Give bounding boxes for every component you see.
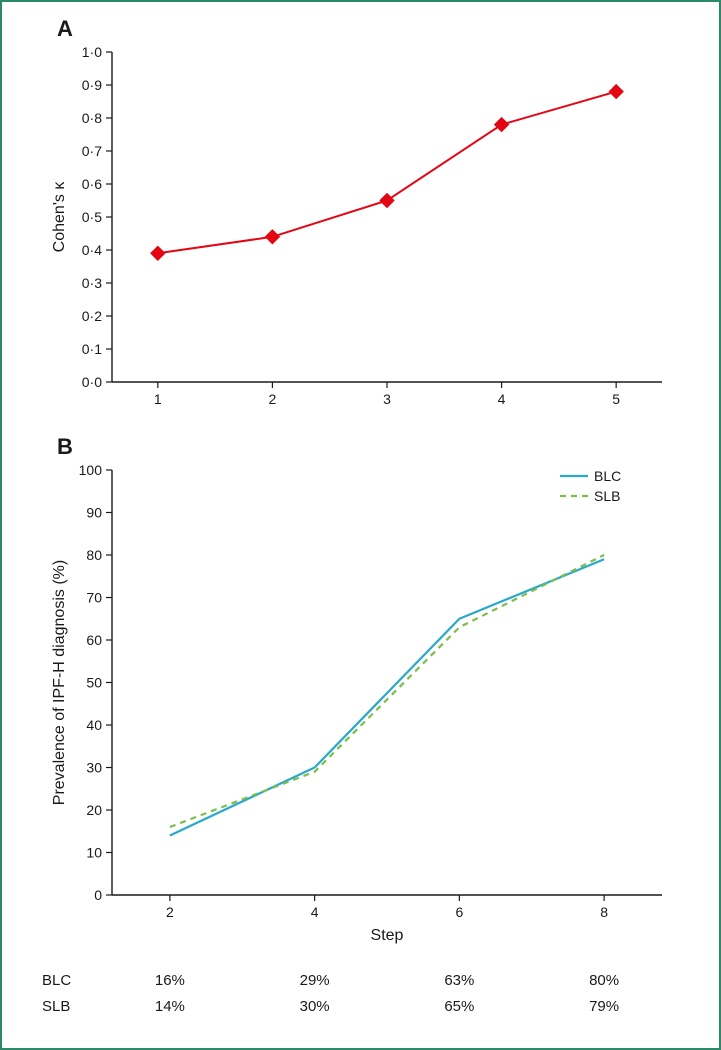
svg-text:4: 4 (498, 391, 506, 407)
svg-text:30: 30 (86, 760, 102, 776)
svg-text:0·1: 0·1 (82, 341, 102, 357)
svg-text:60: 60 (86, 632, 102, 648)
panel-b-data-table: BLC 16% 29% 63% 80% SLB 14% 30% 65% 79% (42, 972, 682, 1024)
panel-b-label: B (57, 434, 73, 460)
table-row-label: BLC (42, 972, 90, 989)
figure-container: A 0·0 0·1 0·2 0·3 0·4 0·5 0·6 0·7 0·8 0·9 1·0 1 2 3 4 5… (0, 0, 721, 1050)
svg-text:0·2: 0·2 (82, 308, 102, 324)
svg-text:0·5: 0·5 (82, 209, 102, 225)
svg-text:SLB: SLB (594, 488, 620, 504)
svg-text:50: 50 (86, 675, 102, 691)
svg-text:1: 1 (154, 391, 162, 407)
svg-text:0·3: 0·3 (82, 275, 102, 291)
svg-text:40: 40 (86, 717, 102, 733)
panel-a-chart: 0·0 0·1 0·2 0·3 0·4 0·5 0·6 0·7 0·8 0·9 1·0 1 2 3 4 5 Co… (42, 42, 682, 422)
table-cell: 65% (444, 998, 474, 1015)
svg-text:6: 6 (455, 904, 463, 920)
table-cell: 29% (300, 972, 330, 989)
table-cell: 30% (300, 998, 330, 1015)
table-cell: 80% (589, 972, 619, 989)
svg-text:0·0: 0·0 (82, 374, 102, 390)
svg-text:5: 5 (612, 391, 620, 407)
svg-text:20: 20 (86, 802, 102, 818)
svg-text:100: 100 (79, 462, 103, 478)
svg-text:2: 2 (269, 391, 277, 407)
table-cell: 79% (589, 998, 619, 1015)
table-row-label: SLB (42, 998, 90, 1015)
svg-text:0·8: 0·8 (82, 110, 102, 126)
svg-text:2: 2 (166, 904, 174, 920)
svg-text:BLC: BLC (594, 468, 621, 484)
svg-text:8: 8 (600, 904, 608, 920)
svg-text:80: 80 (86, 547, 102, 563)
table-cell: 16% (155, 972, 185, 989)
svg-text:0·7: 0·7 (82, 143, 102, 159)
svg-text:0·6: 0·6 (82, 176, 102, 192)
svg-text:0: 0 (94, 887, 102, 903)
svg-text:70: 70 (86, 590, 102, 606)
svg-text:Cohen's κ: Cohen's κ (51, 181, 68, 253)
panel-b-chart: 0 10 20 30 40 50 60 70 80 90 100 2 4 6 8 Prevalence of … (42, 460, 682, 950)
table-cell: 14% (155, 998, 185, 1015)
svg-text:Prevalence of IPF-H diagnosis: Prevalence of IPF-H diagnosis (%) (51, 560, 68, 805)
svg-text:Step: Step (371, 927, 404, 944)
svg-text:0·4: 0·4 (82, 242, 102, 258)
svg-text:3: 3 (383, 391, 391, 407)
svg-text:10: 10 (86, 845, 102, 861)
panel-a-label: A (57, 16, 73, 42)
svg-text:0·9: 0·9 (82, 77, 102, 93)
svg-text:1·0: 1·0 (82, 44, 102, 60)
table-cell: 63% (444, 972, 474, 989)
svg-text:90: 90 (86, 505, 102, 521)
svg-text:4: 4 (311, 904, 319, 920)
